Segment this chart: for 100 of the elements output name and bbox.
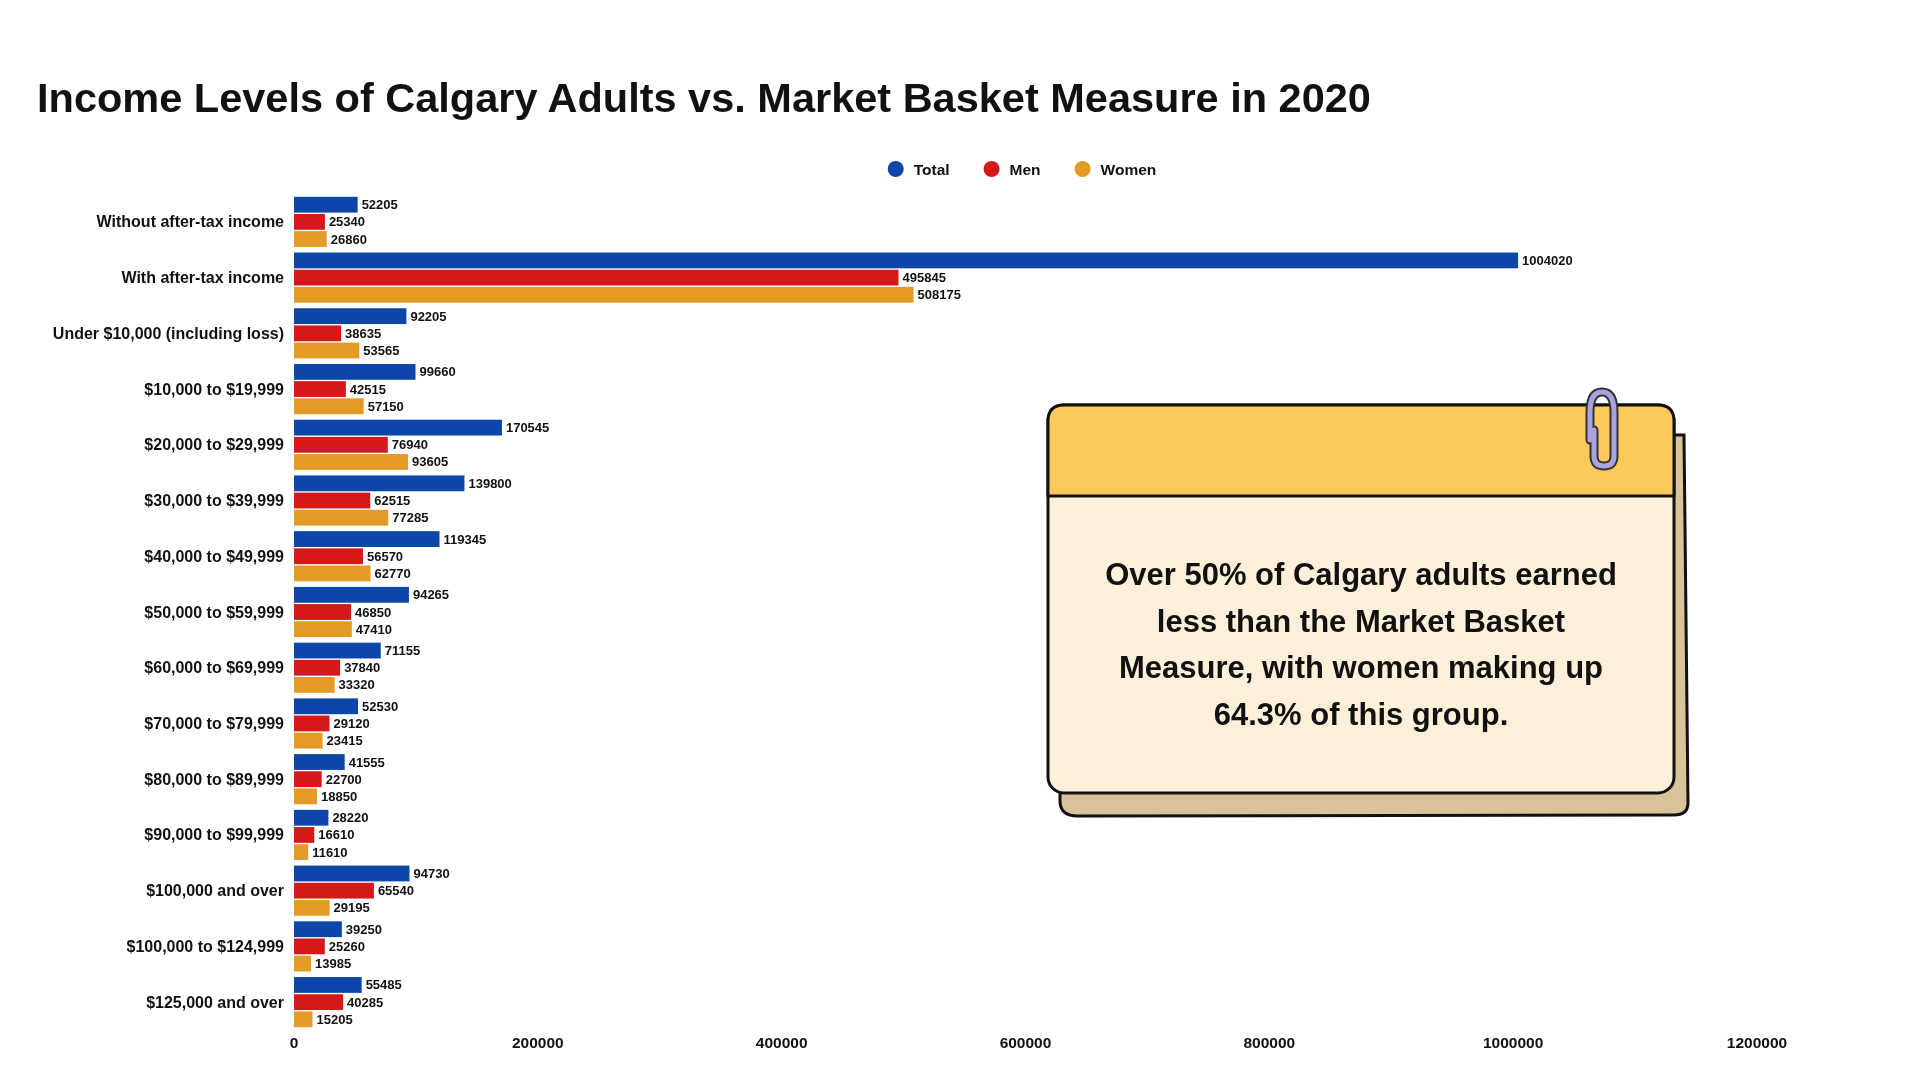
data-label: 52205 — [361, 197, 398, 213]
data-label: 55485 — [365, 977, 402, 993]
data-label: 92205 — [410, 308, 447, 324]
y-tick-label: With after-tax income — [121, 269, 285, 287]
data-label: 28220 — [332, 810, 369, 826]
bar — [294, 642, 381, 659]
bar — [294, 994, 344, 1011]
x-tick-label: 1000000 — [1482, 1033, 1544, 1051]
data-label: 62770 — [374, 565, 411, 581]
data-label: 18850 — [320, 788, 358, 804]
x-tick-label: 1200000 — [1726, 1033, 1788, 1051]
data-label: 57150 — [367, 398, 404, 414]
bar — [294, 938, 325, 955]
legend-label: Men — [1009, 160, 1041, 178]
y-tick-label: $70,000 to $79,999 — [144, 714, 285, 732]
data-label: 99660 — [419, 364, 456, 380]
data-label: 39250 — [345, 921, 383, 937]
data-label: 40285 — [347, 994, 384, 1010]
bar — [294, 548, 363, 565]
legend-label: Women — [1100, 160, 1157, 178]
data-label: 22700 — [325, 771, 362, 787]
bar — [294, 565, 371, 582]
bar — [294, 621, 352, 638]
bar — [294, 771, 322, 788]
x-tick-label: 800000 — [1243, 1033, 1296, 1051]
data-label: 11610 — [312, 844, 348, 860]
bar — [294, 659, 341, 676]
bar — [294, 977, 362, 993]
bar — [294, 286, 914, 303]
y-tick-label: $90,000 to $99,999 — [144, 826, 285, 844]
data-label: 41555 — [348, 754, 385, 770]
data-label: 93605 — [412, 454, 449, 470]
bar — [294, 604, 352, 620]
bar — [294, 196, 358, 213]
bar — [294, 732, 323, 749]
data-label: 13985 — [315, 956, 352, 972]
data-label: 42515 — [349, 381, 386, 397]
data-label: 65540 — [377, 883, 415, 899]
bar — [294, 677, 335, 693]
bar — [294, 231, 327, 247]
x-tick-label: 600000 — [999, 1033, 1052, 1051]
data-label: 53565 — [363, 343, 400, 359]
y-tick-label: $100,000 to $124,999 — [126, 937, 285, 955]
bar — [294, 269, 899, 286]
data-label: 15205 — [316, 1011, 353, 1027]
bar — [294, 531, 440, 547]
x-tick-label: 0 — [289, 1033, 299, 1051]
chart-title: Income Levels of Calgary Adults vs. Market Basket Measure in 2020 — [37, 74, 1371, 121]
data-label: 33320 — [338, 677, 375, 693]
data-label: 119345 — [443, 531, 487, 547]
bar — [294, 754, 345, 770]
bar — [294, 454, 409, 470]
bar — [294, 921, 342, 938]
bar — [294, 419, 502, 436]
y-tick-label: $125,000 and over — [146, 993, 284, 1011]
bar — [294, 809, 329, 826]
data-label: 26860 — [330, 231, 367, 247]
data-label: 170545 — [505, 420, 550, 436]
data-label: 23415 — [326, 733, 363, 749]
bar — [294, 882, 374, 899]
data-label: 52530 — [362, 698, 399, 714]
data-label: 508175 — [917, 287, 961, 303]
bar — [294, 381, 346, 397]
data-label: 71155 — [384, 643, 421, 659]
data-label: 29120 — [333, 715, 370, 731]
bar — [294, 342, 360, 359]
bar — [294, 363, 416, 380]
bar — [294, 308, 407, 325]
legend-label: Total — [913, 160, 950, 178]
y-tick-label: $60,000 to $69,999 — [144, 659, 285, 677]
bar — [294, 252, 1519, 269]
data-label: 94265 — [412, 587, 450, 603]
y-tick-label: $50,000 to $59,999 — [144, 603, 285, 621]
bar — [294, 899, 330, 916]
y-tick-label: $10,000 to $19,999 — [144, 380, 285, 398]
data-label: 38635 — [345, 325, 382, 341]
data-label: 77285 — [392, 510, 429, 526]
bar — [294, 788, 317, 805]
bar — [294, 325, 342, 342]
y-tick-label: $100,000 and over — [146, 882, 284, 900]
data-label: 37840 — [344, 660, 381, 676]
y-tick-label: $40,000 to $49,999 — [144, 547, 285, 565]
data-label: 25260 — [328, 938, 365, 954]
bar — [294, 398, 364, 415]
y-tick-label: $30,000 to $39,999 — [144, 492, 285, 510]
bar — [294, 698, 359, 715]
bar — [294, 492, 371, 509]
data-label: 16610 — [318, 827, 355, 843]
bar — [294, 436, 388, 453]
bar — [294, 844, 309, 861]
data-label: 76940 — [391, 437, 428, 453]
bar — [294, 509, 389, 526]
bar — [294, 827, 315, 843]
data-label: 62515 — [374, 493, 411, 509]
bar — [294, 475, 465, 492]
y-tick-label: $20,000 to $29,999 — [144, 436, 285, 454]
data-label: 94730 — [413, 865, 450, 881]
data-label: 29195 — [333, 900, 370, 916]
data-label: 1004020 — [1522, 252, 1573, 268]
y-tick-label: $80,000 to $89,999 — [144, 770, 285, 788]
